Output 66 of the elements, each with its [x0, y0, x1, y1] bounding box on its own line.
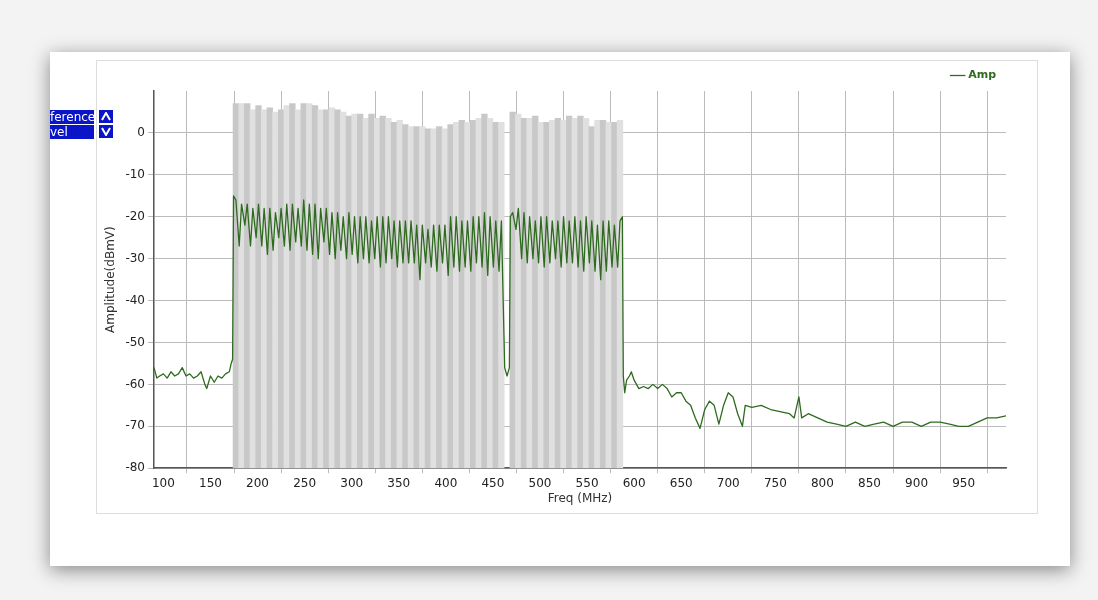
x-tick-label: 900	[905, 475, 929, 490]
x-tick-label: 400	[434, 475, 458, 490]
bar	[543, 122, 550, 469]
y-tick-label: -60	[125, 376, 145, 391]
bar	[277, 109, 285, 469]
bar	[577, 115, 584, 469]
x-tick-label: 350	[387, 475, 411, 490]
x-tick-label: 700	[716, 475, 740, 490]
x-tick-label: 450	[481, 475, 505, 490]
bar	[560, 120, 567, 469]
x-tick-label: 850	[858, 475, 881, 490]
y-tick-label: -30	[125, 250, 145, 265]
x-tick-label: 300	[340, 475, 364, 490]
bar	[351, 113, 358, 469]
bar	[549, 120, 556, 469]
x-tick-label: 650	[669, 475, 693, 490]
y-tick-label: 0	[137, 125, 145, 140]
bar	[340, 111, 347, 469]
y-tick-label: -80	[125, 460, 145, 475]
y-axis-title: Amplitude(dBmV)	[103, 226, 118, 333]
text: vel	[50, 124, 94, 139]
bar	[334, 109, 341, 469]
y-tick-label: -40	[125, 292, 145, 307]
x-tick-label: 550	[575, 475, 599, 490]
y-tick-label: -50	[125, 334, 145, 349]
bar	[306, 103, 313, 469]
bar	[294, 109, 302, 469]
bar	[532, 115, 539, 469]
x-tick-label: 800	[810, 475, 834, 490]
bar	[419, 126, 426, 469]
bar	[430, 128, 437, 469]
bar	[385, 117, 392, 469]
bar	[357, 113, 364, 469]
bar	[526, 117, 533, 469]
bar	[289, 103, 296, 469]
bar	[407, 126, 415, 469]
legend-label: Amp	[968, 68, 997, 82]
bar	[515, 113, 522, 469]
x-tick-label: 500	[528, 475, 552, 490]
bar	[368, 113, 375, 469]
bar	[611, 122, 618, 469]
bar	[244, 103, 251, 469]
x-axis-title: Freq (MHz)	[547, 490, 613, 505]
text: ference	[50, 109, 96, 124]
bar	[323, 109, 330, 469]
bar	[402, 124, 409, 469]
bar	[238, 103, 245, 469]
y-tick-label: -20	[125, 208, 145, 223]
bar	[373, 117, 381, 469]
bar	[436, 126, 443, 469]
x-tick-label: 600	[622, 475, 646, 490]
bar	[566, 115, 573, 469]
bar	[272, 111, 279, 469]
bar	[390, 122, 398, 469]
x-tick-label: 200	[246, 475, 270, 490]
x-tick-label: 750	[763, 475, 787, 490]
bar	[317, 109, 324, 469]
x-tick-label: 950	[952, 475, 976, 490]
y-tick-label: -10	[125, 166, 145, 181]
bar	[464, 122, 471, 469]
bar	[255, 105, 262, 469]
bar	[260, 109, 268, 469]
y-tick-label: -70	[125, 418, 145, 433]
x-tick-label: 100	[151, 475, 175, 490]
x-tick-label: 150	[199, 475, 222, 490]
x-tick-label: 250	[293, 475, 317, 490]
